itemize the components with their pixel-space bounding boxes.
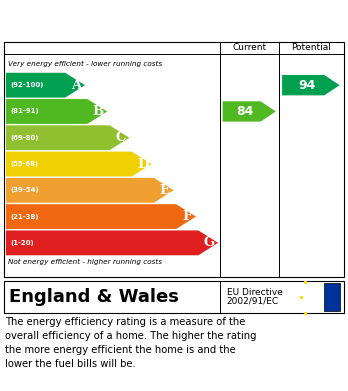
Text: The energy efficiency rating is a measure of the
overall efficiency of a home. T: The energy efficiency rating is a measur… bbox=[5, 317, 257, 369]
Polygon shape bbox=[6, 73, 85, 98]
Text: 84: 84 bbox=[237, 105, 254, 118]
Text: (81-91): (81-91) bbox=[10, 108, 39, 115]
Text: (21-38): (21-38) bbox=[10, 213, 39, 220]
Text: 94: 94 bbox=[298, 79, 316, 91]
Polygon shape bbox=[6, 230, 218, 255]
Text: (39-54): (39-54) bbox=[10, 187, 39, 193]
Text: 2002/91/EC: 2002/91/EC bbox=[227, 297, 279, 306]
Text: (55-68): (55-68) bbox=[10, 161, 38, 167]
Text: B: B bbox=[93, 105, 104, 118]
Text: England & Wales: England & Wales bbox=[9, 288, 179, 306]
Text: Very energy efficient - lower running costs: Very energy efficient - lower running co… bbox=[8, 61, 162, 67]
Polygon shape bbox=[282, 75, 340, 95]
Text: A: A bbox=[71, 79, 81, 91]
Text: G: G bbox=[204, 237, 215, 249]
Polygon shape bbox=[6, 126, 129, 150]
Text: (92-100): (92-100) bbox=[10, 82, 44, 88]
Text: C: C bbox=[115, 131, 126, 144]
Polygon shape bbox=[6, 99, 107, 124]
Text: Energy Efficiency Rating: Energy Efficiency Rating bbox=[10, 13, 231, 28]
Text: (69-80): (69-80) bbox=[10, 135, 39, 141]
Text: F: F bbox=[182, 210, 192, 223]
Text: Potential: Potential bbox=[292, 43, 332, 52]
Text: Not energy efficient - higher running costs: Not energy efficient - higher running co… bbox=[8, 259, 162, 265]
Text: EU Directive: EU Directive bbox=[227, 289, 283, 298]
Polygon shape bbox=[6, 204, 196, 229]
Bar bbox=[324, 283, 340, 311]
Text: D: D bbox=[137, 158, 148, 170]
Text: (1-20): (1-20) bbox=[10, 240, 34, 246]
Polygon shape bbox=[6, 152, 151, 176]
Polygon shape bbox=[223, 101, 276, 122]
Text: E: E bbox=[160, 184, 170, 197]
Polygon shape bbox=[6, 178, 174, 203]
Text: Current: Current bbox=[232, 43, 267, 52]
